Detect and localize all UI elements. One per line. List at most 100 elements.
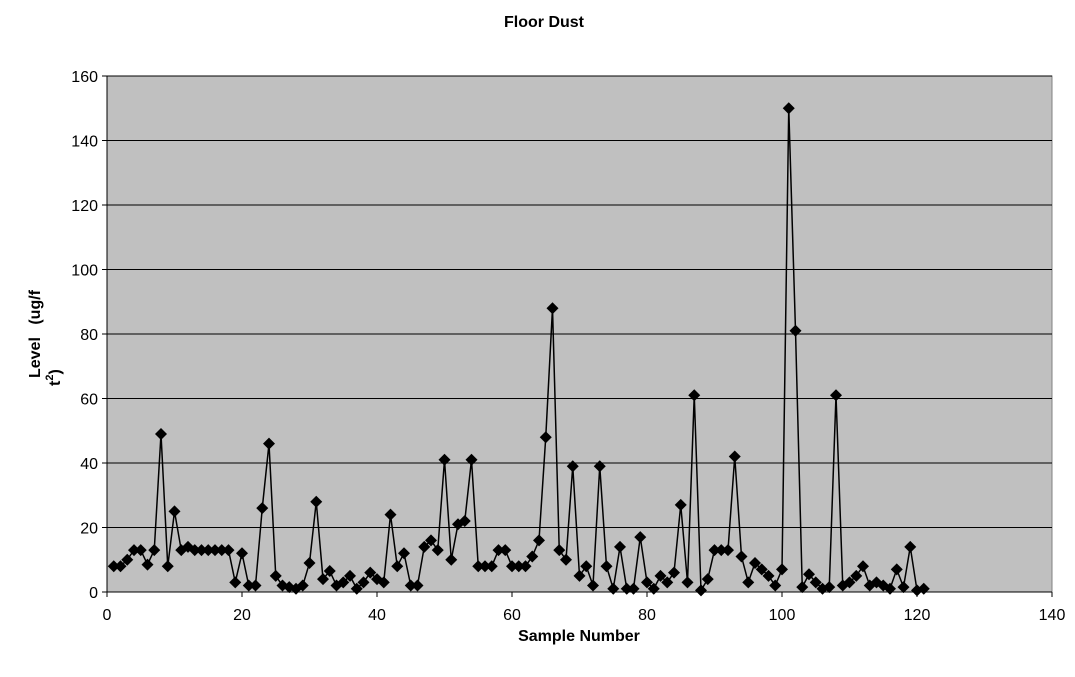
data-point-marker <box>681 576 694 589</box>
data-point-marker <box>215 544 228 557</box>
y-axis-label-unit-cont: t <box>47 380 64 386</box>
data-point-marker <box>546 302 559 315</box>
data-point-marker <box>404 579 417 592</box>
x-tick-labels: 0 20 40 60 80 100 120 140 <box>103 607 1066 624</box>
x-tick-label: 140 <box>1039 607 1066 624</box>
svg-text:Level (ug/f: Level (ug/f <box>27 289 44 378</box>
data-point-marker <box>654 569 667 582</box>
data-point-marker <box>830 389 842 402</box>
y-axis-label-unit: (ug/f <box>27 289 44 324</box>
data-point-marker <box>607 582 620 595</box>
data-point-marker <box>323 565 336 578</box>
data-point-marker <box>472 560 485 573</box>
data-point-marker <box>317 573 329 586</box>
data-point-marker <box>519 560 532 573</box>
data-point-marker <box>533 534 545 547</box>
y-tick-label: 160 <box>71 69 98 86</box>
data-point-marker <box>114 560 127 573</box>
data-point-marker <box>755 563 768 576</box>
x-tick-label: 60 <box>503 607 521 624</box>
data-point-marker <box>803 568 815 581</box>
data-point-marker <box>661 576 674 589</box>
x-tick-label: 120 <box>904 607 931 624</box>
data-point-marker <box>222 544 235 557</box>
x-tick-label: 80 <box>638 607 656 624</box>
data-point-marker <box>121 553 134 566</box>
data-point-marker <box>377 576 390 589</box>
data-point-marker <box>242 579 255 592</box>
data-point-marker <box>384 508 397 521</box>
data-point-marker <box>566 460 579 473</box>
data-point-marker <box>587 579 599 592</box>
data-point-marker <box>256 502 269 515</box>
data-point-marker <box>458 515 471 528</box>
data-point-marker <box>188 544 201 557</box>
data-point-marker <box>749 556 761 569</box>
data-point-marker <box>776 563 788 576</box>
data-point-marker <box>128 544 140 557</box>
data-point-marker <box>614 540 626 553</box>
data-point-marker <box>512 560 525 573</box>
y-tick-label: 140 <box>71 134 98 151</box>
y-tick-label: 100 <box>71 263 98 280</box>
data-point-marker <box>701 573 714 586</box>
data-point-marker <box>526 550 539 563</box>
data-point-marker <box>499 544 512 557</box>
data-point-marker <box>593 460 606 473</box>
data-point-marker <box>782 102 795 115</box>
data-point-marker <box>209 544 221 557</box>
data-point-marker <box>722 544 734 557</box>
y-axis-label-unit-end: ) <box>47 369 64 374</box>
data-point-marker <box>627 582 640 595</box>
data-point-marker <box>398 547 410 560</box>
data-point-marker <box>445 553 458 566</box>
data-point-marker <box>728 450 741 463</box>
data-point-marker <box>236 547 248 560</box>
data-point-marker <box>674 498 687 511</box>
data-point-marker <box>917 582 930 595</box>
series-markers <box>107 102 930 597</box>
data-point-marker <box>357 576 370 589</box>
data-point-marker <box>479 560 491 573</box>
data-point-marker <box>492 544 505 557</box>
data-point-marker <box>485 560 498 573</box>
data-point-marker <box>789 324 802 337</box>
data-point-marker <box>134 544 147 557</box>
y-axis-label: Level (ug/f t2) <box>27 289 64 386</box>
data-point-marker <box>647 582 660 595</box>
data-point-marker <box>553 544 566 557</box>
data-point-marker <box>695 584 707 597</box>
x-tick-label: 20 <box>233 607 251 624</box>
data-point-marker <box>350 582 363 595</box>
y-tick-label: 40 <box>80 456 98 473</box>
data-point-marker <box>155 427 167 440</box>
data-point-marker <box>141 558 154 571</box>
data-point-marker <box>850 569 863 582</box>
data-point-marker <box>391 560 404 573</box>
chart-title: Floor Dust <box>504 14 585 31</box>
data-point-marker <box>735 550 748 563</box>
data-point-marker <box>296 579 309 592</box>
data-point-marker <box>364 566 377 579</box>
data-point-marker <box>796 581 809 594</box>
data-point-marker <box>148 544 161 557</box>
data-point-marker <box>769 579 782 592</box>
data-point-marker <box>107 560 120 573</box>
data-point-marker <box>809 576 822 589</box>
data-point-marker <box>195 544 208 557</box>
gridlines <box>107 75 1052 528</box>
data-point-marker <box>823 581 836 594</box>
axes <box>102 75 1053 597</box>
data-point-marker <box>269 569 282 582</box>
data-point-marker <box>668 566 680 579</box>
y-tick-label: 80 <box>80 327 98 344</box>
data-point-marker <box>161 560 174 573</box>
data-point-marker <box>431 544 444 557</box>
data-point-marker <box>310 495 323 508</box>
data-point-marker <box>890 563 903 576</box>
y-tick-label: 120 <box>71 198 98 215</box>
y-axis-label-unit-sup: 2 <box>44 375 56 381</box>
data-point-marker <box>303 556 316 569</box>
data-point-marker <box>411 579 424 592</box>
